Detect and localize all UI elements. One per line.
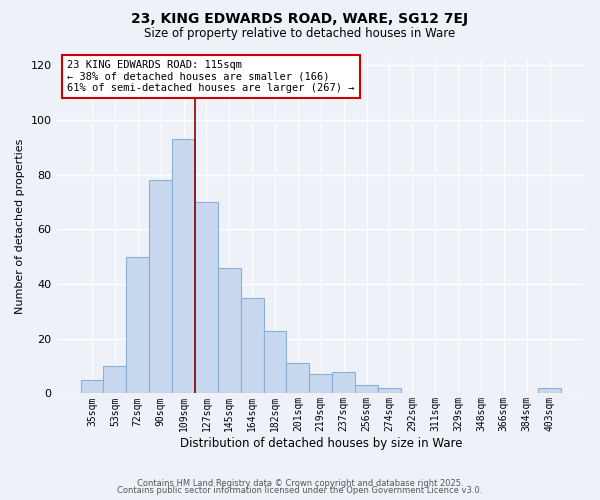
Bar (127, 257, 149, 394)
Bar (195, 202, 218, 394)
Text: Contains HM Land Registry data © Crown copyright and database right 2025.: Contains HM Land Registry data © Crown c… (137, 478, 463, 488)
Bar (378, 388, 401, 394)
Bar (241, 298, 263, 394)
Bar (538, 388, 561, 394)
Bar (355, 385, 378, 394)
Text: Contains public sector information licensed under the Open Government Licence v3: Contains public sector information licen… (118, 486, 482, 495)
Bar (149, 180, 172, 394)
Text: 23, KING EDWARDS ROAD, WARE, SG12 7EJ: 23, KING EDWARDS ROAD, WARE, SG12 7EJ (131, 12, 469, 26)
Bar (332, 372, 355, 394)
X-axis label: Distribution of detached houses by size in Ware: Distribution of detached houses by size … (179, 437, 462, 450)
Bar (263, 330, 286, 394)
Bar (286, 364, 310, 394)
Y-axis label: Number of detached properties: Number of detached properties (15, 139, 25, 314)
Bar (310, 374, 332, 394)
Bar (218, 268, 241, 394)
Text: Size of property relative to detached houses in Ware: Size of property relative to detached ho… (145, 28, 455, 40)
Bar (80, 380, 103, 394)
Bar (103, 366, 127, 394)
Bar (172, 140, 195, 394)
Text: 23 KING EDWARDS ROAD: 115sqm
← 38% of detached houses are smaller (166)
61% of s: 23 KING EDWARDS ROAD: 115sqm ← 38% of de… (67, 60, 355, 93)
